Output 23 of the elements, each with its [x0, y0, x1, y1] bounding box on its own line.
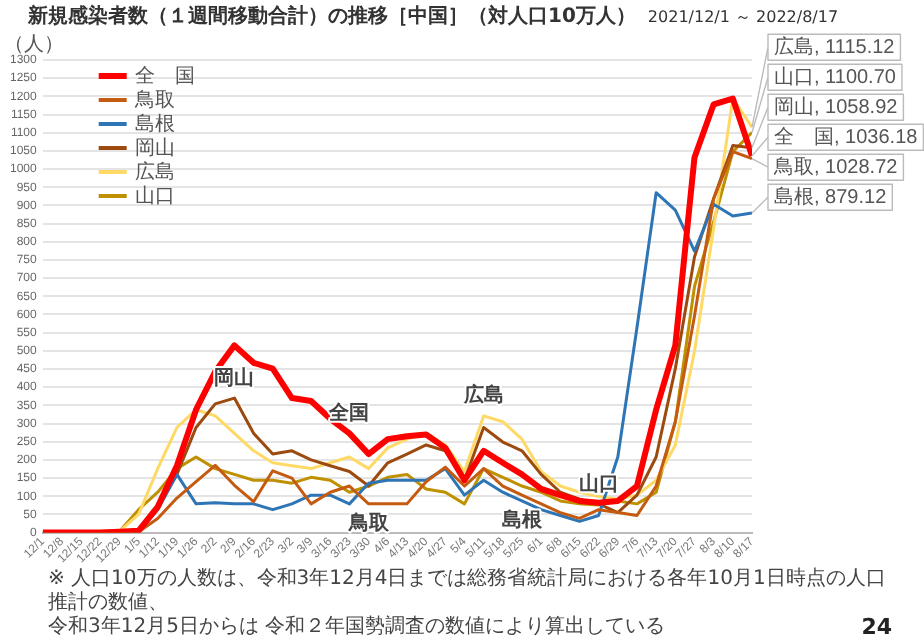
- annotation: 島根: [501, 508, 544, 533]
- legend-label: 全 国: [134, 63, 195, 88]
- annotation: 岡山, 1058.92: [774, 94, 899, 119]
- y-axis-title: （人）: [4, 33, 64, 56]
- legend-label: 広島: [134, 159, 175, 184]
- legend-label: 岡山: [134, 135, 175, 160]
- annotation: 山口, 1100.70: [774, 64, 897, 89]
- chart-subtitle: 2021/12/1 ～ 2022/8/17: [647, 5, 839, 27]
- legend-label: 鳥取: [132, 87, 175, 112]
- chart-title: 新規感染者数（１週間移動合計）の推移［中国］（対人口10万人）: [28, 2, 636, 30]
- legend-label: 山口: [134, 183, 175, 208]
- annotation: 全 国, 1036.18: [774, 124, 919, 149]
- annotation: 広島: [461, 383, 504, 408]
- legend-label: 島根: [134, 111, 175, 136]
- annotation: 岡山: [214, 365, 255, 390]
- annotation: 全国: [327, 400, 370, 425]
- annotation: 広島, 1115.12: [774, 34, 896, 59]
- annotation: 鳥取: [346, 511, 391, 536]
- text: 令和3年12月5日からは 令和２年国勢調査の数値により算出している: [48, 616, 666, 640]
- text: 24: [861, 614, 892, 640]
- text: ※ 人口10万の人数は、令和3年12月4日までは総務省統計局における各年10月1日時点の人口推計の数値、: [48, 568, 888, 615]
- annotation: 鳥取, 1028.72: [772, 154, 899, 179]
- annotation: 島根, 879.12: [774, 184, 888, 209]
